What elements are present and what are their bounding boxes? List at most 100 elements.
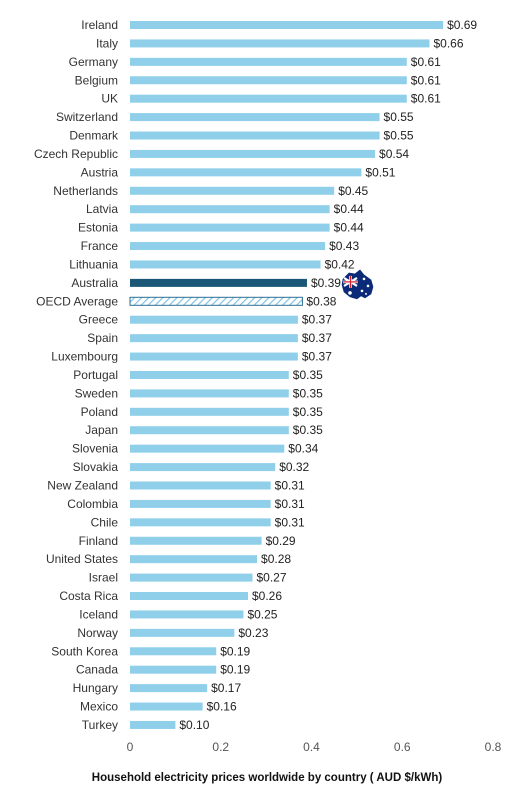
category-label: UK (101, 92, 118, 106)
value-label: $0.42 (325, 257, 355, 271)
bar-slovenia (130, 444, 285, 453)
value-label: $0.28 (261, 552, 291, 566)
x-tick-label: 0.2 (212, 740, 229, 754)
value-label: $0.44 (334, 202, 364, 216)
category-label: Latvia (86, 202, 118, 216)
bar-chile (130, 518, 271, 527)
value-label: $0.69 (447, 18, 477, 32)
value-label: $0.44 (334, 221, 364, 235)
value-label: $0.19 (220, 663, 250, 677)
value-label: $0.27 (257, 571, 287, 585)
bar-austria (130, 168, 362, 177)
bar-hungary (130, 684, 208, 693)
value-label: $0.37 (302, 331, 332, 345)
category-label: New Zealand (47, 479, 118, 493)
category-label: Spain (87, 331, 118, 345)
x-axis: 0 0.2 0.4 0.6 0.8 (127, 740, 502, 754)
value-label: $0.29 (266, 534, 296, 548)
bar-sweden (130, 389, 289, 398)
category-label: Poland (81, 405, 118, 419)
category-label: Sweden (75, 386, 118, 400)
bar-luxembourg (130, 352, 298, 361)
bar-israel (130, 573, 253, 582)
category-labels: Ireland Italy Germany Belgium UK Switzerland D… (34, 18, 119, 732)
bar-iceland (130, 610, 244, 619)
value-label: $0.32 (279, 460, 309, 474)
bar-italy (130, 39, 430, 48)
bar-uk (130, 94, 407, 103)
value-label: $0.55 (384, 110, 414, 124)
bar-japan (130, 426, 289, 435)
category-label: Lithuania (69, 257, 118, 271)
value-label: $0.39 (311, 276, 341, 290)
value-label: $0.54 (379, 147, 409, 161)
category-label: Iceland (79, 607, 118, 621)
value-label: $0.25 (247, 607, 277, 621)
bar-spain (130, 334, 298, 343)
value-label: $0.35 (293, 368, 323, 382)
value-label: $0.35 (293, 386, 323, 400)
category-label: Czech Republic (34, 147, 118, 161)
category-label: South Korea (51, 644, 118, 658)
bar-ireland (130, 21, 444, 29)
category-label: Turkey (82, 718, 118, 732)
category-label: Ireland (81, 18, 118, 32)
x-tick-label: 0.4 (303, 740, 320, 754)
value-label: $0.16 (207, 700, 237, 714)
category-label: Estonia (78, 221, 118, 235)
bar-mexico (130, 702, 203, 711)
category-label: Slovenia (72, 442, 118, 456)
category-label: Slovakia (73, 460, 119, 474)
category-label: Denmark (69, 129, 119, 143)
bar-colombia (130, 499, 271, 508)
bar-germany (130, 57, 407, 66)
value-label: $0.37 (302, 313, 332, 327)
value-label: $0.31 (275, 497, 305, 511)
bar-turkey (130, 720, 176, 729)
category-label: Luxembourg (51, 350, 118, 364)
category-label: OECD Average (36, 294, 118, 308)
category-label: Austria (81, 165, 119, 179)
category-label: Italy (96, 36, 118, 50)
value-label: $0.55 (384, 129, 414, 143)
category-label: Portugal (73, 368, 118, 382)
category-label: Norway (77, 626, 118, 640)
category-label: Colombia (67, 497, 118, 511)
bar-switzerland (130, 113, 380, 122)
bar-belgium (130, 76, 407, 85)
x-tick-label: 0 (127, 740, 134, 754)
bar-south-korea (130, 647, 217, 656)
category-label: Israel (89, 571, 118, 585)
bar-latvia (130, 205, 330, 214)
bar-new-zealand (130, 481, 271, 490)
category-label: France (81, 239, 119, 253)
category-label: Germany (69, 55, 118, 69)
value-label: $0.26 (252, 589, 282, 603)
bar-estonia (130, 223, 330, 232)
bar-oecd-average (129, 296, 303, 306)
category-label: Australia (71, 276, 118, 290)
value-label: $0.45 (338, 184, 368, 198)
category-label: Switzerland (56, 110, 118, 124)
bar-united-states (130, 555, 258, 564)
value-label: $0.35 (293, 423, 323, 437)
value-label: $0.66 (433, 36, 463, 50)
bar-norway (130, 628, 235, 637)
category-label: Japan (85, 423, 118, 437)
category-label: Chile (91, 515, 119, 529)
value-label: $0.10 (179, 718, 209, 732)
bar-portugal (130, 370, 289, 379)
category-label: Canada (76, 663, 118, 677)
chart-title: Household electricity prices worldwide b… (92, 772, 443, 784)
bar-slovakia (130, 463, 276, 472)
x-tick-label: 0.6 (394, 740, 411, 754)
value-label: $0.35 (293, 405, 323, 419)
category-label: Belgium (75, 73, 118, 87)
australian-flag-map-icon (341, 269, 374, 300)
bar-canada (130, 665, 217, 674)
bar-australia (130, 278, 307, 287)
value-label: $0.31 (275, 515, 305, 529)
value-label: $0.19 (220, 644, 250, 658)
bar-finland (130, 536, 262, 545)
